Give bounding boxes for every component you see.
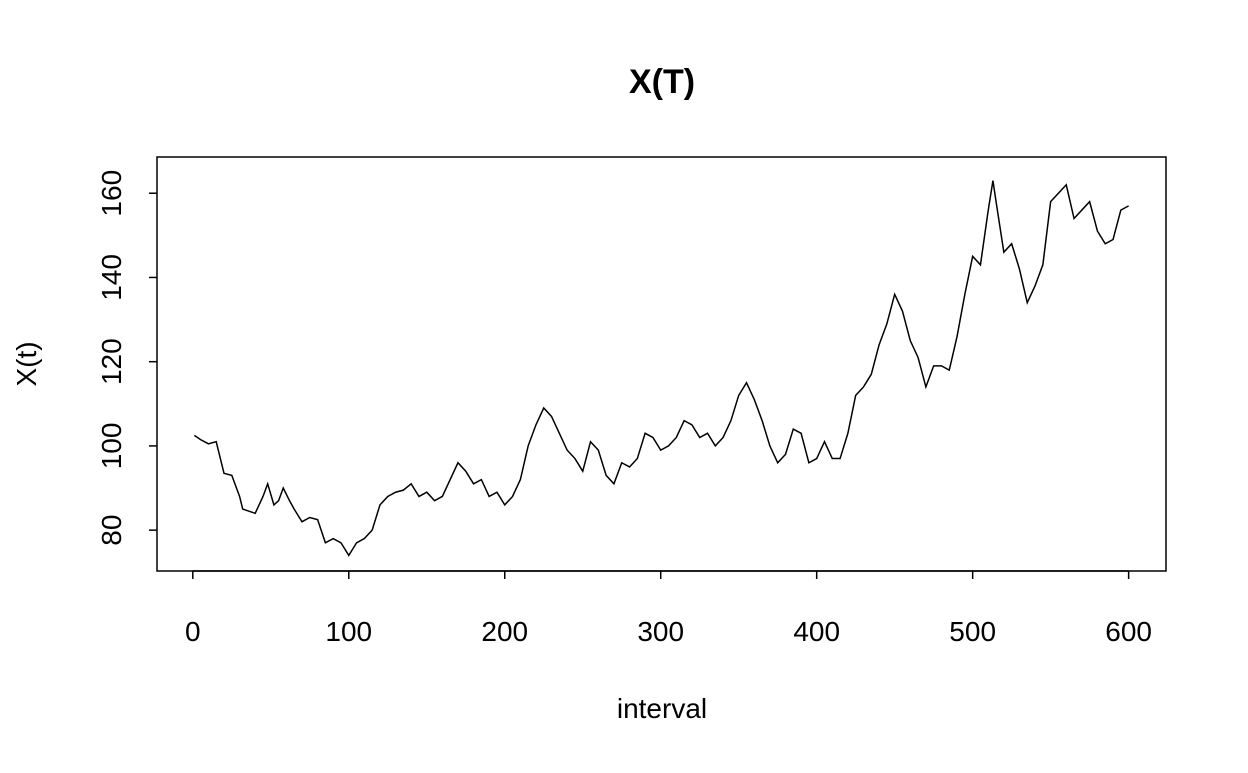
x-tick-label: 500 bbox=[949, 616, 996, 647]
y-tick-label: 160 bbox=[96, 170, 127, 217]
y-tick-label: 120 bbox=[96, 338, 127, 385]
x-tick-label: 600 bbox=[1105, 616, 1152, 647]
y-axis-label: X(t) bbox=[11, 341, 42, 386]
x-tick-label: 200 bbox=[481, 616, 528, 647]
y-tick-label: 140 bbox=[96, 254, 127, 301]
y-tick-label: 80 bbox=[96, 515, 127, 546]
x-tick-label: 100 bbox=[325, 616, 372, 647]
x-tick-label: 300 bbox=[637, 616, 684, 647]
x-axis-label: interval bbox=[617, 693, 707, 724]
x-tick-label: 400 bbox=[793, 616, 840, 647]
plot-box bbox=[156, 156, 1167, 572]
y-tick-label: 100 bbox=[96, 423, 127, 470]
chart-title: X(T) bbox=[629, 63, 695, 101]
x-tick-label: 0 bbox=[185, 616, 201, 647]
data-line bbox=[193, 180, 1129, 557]
